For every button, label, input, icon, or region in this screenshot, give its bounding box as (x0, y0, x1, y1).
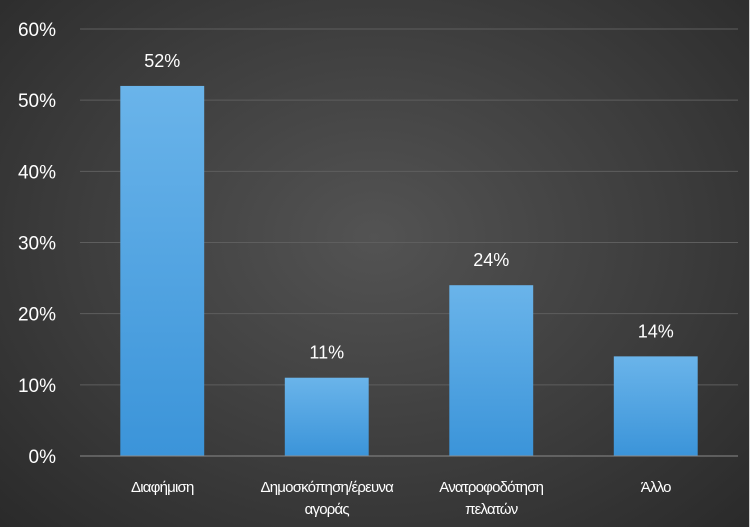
data-label: 11% (309, 343, 344, 363)
y-tick-label: 60% (18, 20, 56, 41)
bars (120, 85, 698, 456)
data-label: 14% (638, 321, 674, 341)
y-tick-label: 40% (18, 162, 56, 183)
data-labels: 52% 11% 24% 14% (144, 51, 674, 363)
bar (613, 356, 698, 456)
x-axis-categories: Διαφήμιση Δημοσκόπηση/έρευνα αγοράς Ανατροφ… (131, 479, 672, 518)
bar (284, 377, 369, 456)
bar (449, 285, 534, 456)
x-category-label: Άλλο (641, 479, 671, 496)
x-category-label: Δημοσκόπηση/έρευνα αγοράς (261, 479, 395, 518)
y-tick-label: 20% (18, 305, 56, 326)
bar (120, 85, 205, 456)
data-label: 24% (473, 250, 509, 270)
y-tick-label: 0% (29, 447, 57, 468)
data-label: 52% (144, 51, 180, 71)
y-tick-label: 30% (18, 234, 56, 255)
x-category-label: Ανατροφοδότηση πελατών (439, 479, 543, 518)
y-tick-label: 50% (18, 91, 56, 112)
y-tick-label: 10% (18, 376, 56, 397)
x-category-label: Διαφήμιση (131, 479, 194, 496)
y-axis-ticks: 0% 10% 20% 30% 40% 50% 60% (18, 20, 56, 468)
